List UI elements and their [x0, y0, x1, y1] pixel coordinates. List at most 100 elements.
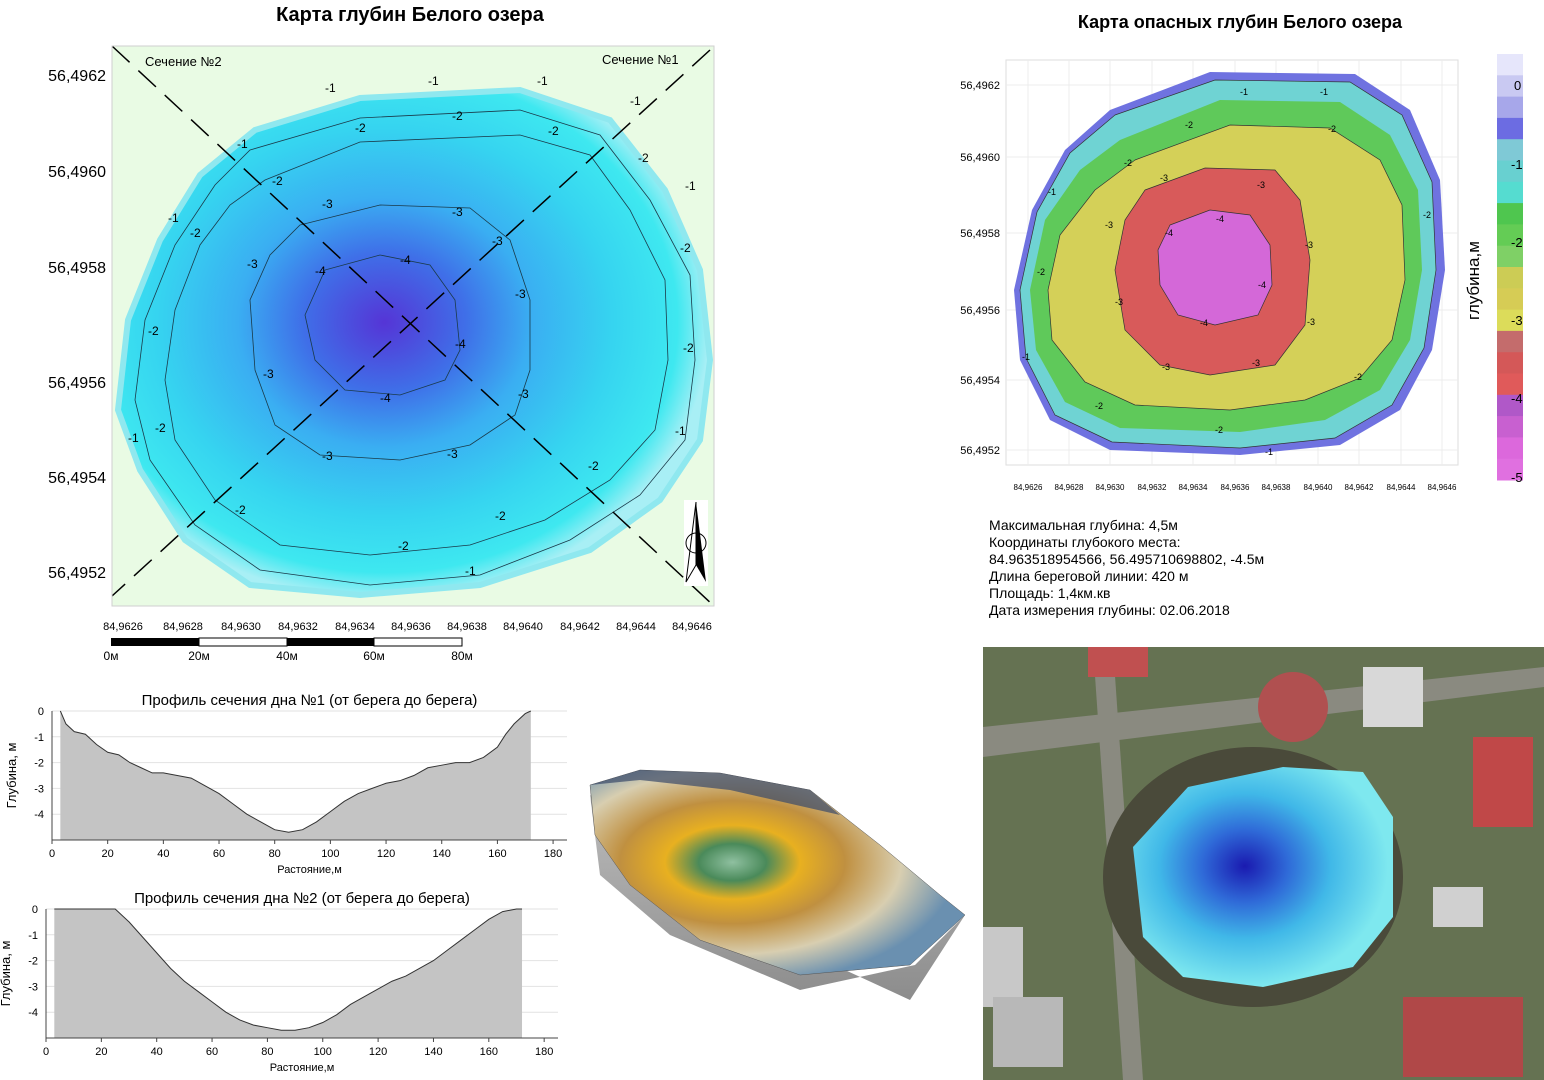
contour-label: -1 [1048, 187, 1056, 197]
y-tick-label: 56,4958 [48, 260, 106, 277]
x-tick-label: 160 [488, 848, 506, 860]
x-tick-label: 84,9636 [391, 621, 431, 633]
x-tick-label: 84,9636 [1221, 483, 1250, 492]
contour-label: -4 [1200, 318, 1208, 328]
x-axis-label: Растояние,м [277, 864, 342, 876]
map-frame [111, 45, 715, 607]
y-tick-label: 56,4962 [48, 68, 106, 85]
y-tick-label: 0 [38, 706, 44, 718]
y-tick-label: -4 [28, 1007, 38, 1019]
contour-label: -3 [1252, 358, 1260, 368]
y-tick-label: -2 [28, 956, 38, 968]
x-tick-label: 0 [43, 1046, 49, 1058]
legend-swatch [1497, 437, 1523, 460]
section-2-line [111, 45, 715, 607]
x-tick-label: 84,9646 [1428, 483, 1457, 492]
contour-label: -2 [1124, 158, 1132, 168]
profile-title: Профиль сечения дна №2 (от берега до бер… [134, 890, 470, 907]
x-axis-label: Растояние,м [270, 1062, 335, 1074]
profile-area [60, 711, 531, 840]
contour-label: -1 [428, 74, 439, 88]
contour-2 [164, 134, 669, 556]
contour-label: -4 [1258, 280, 1266, 290]
y-tick-label: 56,4960 [960, 152, 1000, 164]
x-tick-label: 20 [95, 1046, 107, 1058]
scale-label: 20м [188, 649, 210, 663]
scale-bar: 0м 20м 40м 60м 80м [104, 637, 473, 663]
contour-label: -3 [263, 367, 274, 381]
y-tick-label: 56,4962 [960, 80, 1000, 92]
contour-label: -1 [685, 179, 696, 193]
y-tick-label: 56,4954 [48, 470, 106, 487]
y-tick-label: -2 [34, 758, 44, 770]
contour-label: -2 [190, 226, 201, 240]
scale-label: 80м [451, 649, 473, 663]
contour-label: -2 [1185, 120, 1193, 130]
depth-legend [1497, 54, 1523, 481]
x-tick-label: 84,9630 [1096, 483, 1125, 492]
legend-tick: -4 [1511, 391, 1523, 406]
contour-label: -4 [315, 264, 326, 278]
profile-chart-1: Профиль сечения дна №1 (от берега до бер… [4, 692, 567, 876]
legend-swatch [1497, 139, 1523, 161]
x-tick-label: 84,9626 [1014, 483, 1043, 492]
contour-label: -3 [1305, 240, 1313, 250]
contour-label: -3 [322, 449, 333, 463]
profile-line [59, 710, 532, 833]
legend-swatch [1497, 352, 1523, 374]
contour-label: -3 [322, 197, 333, 211]
legend-swatch [1497, 54, 1523, 76]
contour-label: -1 [630, 94, 641, 108]
legend-swatch [1497, 96, 1523, 119]
x-tick-label: 84,9644 [616, 621, 656, 633]
x-tick-label: 0 [49, 848, 55, 860]
x-tick-label: 140 [424, 1046, 442, 1058]
contour-label: -1 [537, 74, 548, 88]
legend-swatch [1497, 309, 1523, 332]
legend-tick: -1 [1511, 157, 1523, 172]
contour-label: -3 [492, 234, 503, 248]
contour-label: -1 [1320, 87, 1328, 97]
y-tick-label: 56,4960 [48, 164, 106, 181]
contour-label: -2 [1354, 372, 1362, 382]
y-axis-label: Глубина, м [0, 941, 13, 1007]
x-tick-label: 40 [151, 1046, 163, 1058]
contour-label: -1 [465, 564, 476, 578]
info-date: Дата измерения глубины: 02.06.2018 [989, 602, 1230, 618]
x-tick-label: 180 [535, 1046, 553, 1058]
lake-info: Максимальная глубина: 4,5м Координаты гл… [989, 517, 1264, 619]
contour-label: -2 [155, 421, 166, 435]
contour-label: -1 [325, 81, 336, 95]
contour-label: -3 [518, 387, 529, 401]
y-tick-label: 56,4954 [960, 375, 1000, 387]
legend-swatch [1497, 181, 1523, 204]
x-tick-label: 84,9642 [560, 621, 600, 633]
x-tick-label: 140 [433, 848, 451, 860]
contour-label: -2 [272, 174, 283, 188]
legend-swatch [1497, 224, 1523, 247]
info-coords-label: Координаты глубокого места: [989, 534, 1181, 550]
contour-label: -2 [683, 341, 694, 355]
contour-label: -3 [1105, 220, 1113, 230]
contour-4 [304, 254, 461, 396]
contour-label: -2 [1095, 401, 1103, 411]
zone-5 [1158, 210, 1272, 325]
contour-label: -1 [1240, 87, 1248, 97]
y-tick-label: 56,4956 [960, 305, 1000, 317]
contour-label: -3 [1115, 297, 1123, 307]
contour-label: -1 [675, 424, 686, 438]
x-tick-label: 180 [544, 848, 562, 860]
contour-label: -2 [1328, 124, 1336, 134]
contour-label: -2 [638, 151, 649, 165]
x-tick-label: 84,9628 [163, 621, 203, 633]
y-tick-label: -1 [28, 930, 38, 942]
main-map-title: Карта глубин Белого озера [276, 4, 544, 26]
x-tick-label: 120 [369, 1046, 387, 1058]
x-tick-label: 84,9632 [1138, 483, 1167, 492]
contour-label: -4 [1165, 228, 1173, 238]
profile-chart-2: Профиль сечения дна №2 (от берега до бер… [0, 890, 558, 1074]
y-tick-label: -1 [34, 732, 44, 744]
north-arrow-icon [684, 500, 708, 586]
contour-label: -2 [588, 459, 599, 473]
y-tick-label: 56,4958 [960, 228, 1000, 240]
